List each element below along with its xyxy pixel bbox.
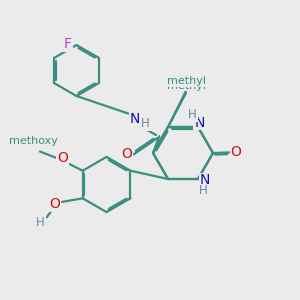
Text: H: H: [198, 184, 207, 197]
Text: methyl: methyl: [167, 80, 206, 91]
Text: H: H: [141, 117, 150, 130]
Text: O: O: [122, 148, 132, 161]
Text: H: H: [36, 215, 45, 229]
Text: N: N: [130, 112, 140, 126]
Text: methoxy: methoxy: [9, 136, 57, 146]
Text: H: H: [188, 108, 197, 121]
Text: O: O: [50, 197, 60, 211]
Text: N: N: [200, 173, 210, 188]
Text: O: O: [231, 146, 242, 159]
Text: N: N: [194, 116, 205, 130]
Text: methyl: methyl: [167, 76, 206, 86]
Text: F: F: [64, 38, 72, 51]
Text: O: O: [57, 151, 68, 165]
